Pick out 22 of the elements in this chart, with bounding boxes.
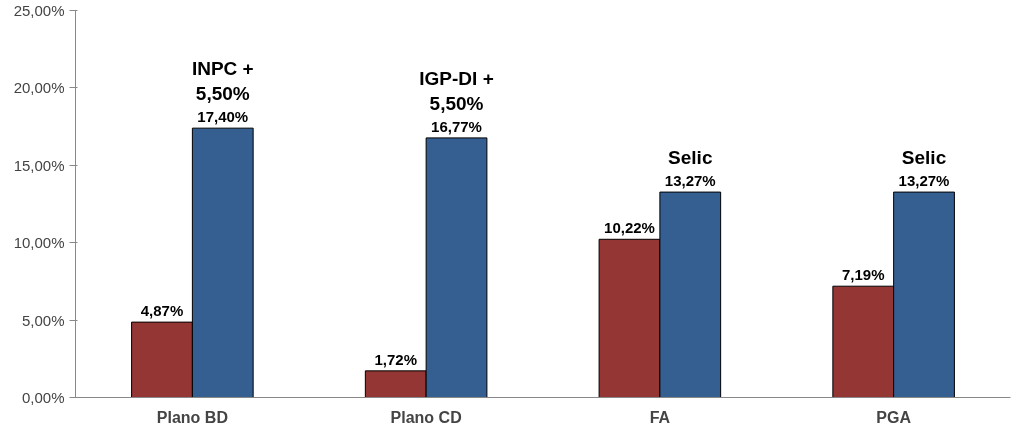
data-label: 13,27%	[898, 172, 950, 190]
data-label: 10,22%	[604, 219, 655, 237]
x-tick-label: PGA	[876, 408, 912, 426]
annotation: Selic	[901, 147, 947, 169]
x-tick-label: FA	[649, 408, 671, 426]
x-tick-label: Plano CD	[390, 408, 462, 426]
y-tick-label: 15,00%	[13, 156, 65, 174]
x-tick-label: Plano BD	[156, 408, 228, 426]
annotation: INPC + 5,50%	[191, 57, 254, 105]
annotation: Selic	[668, 147, 713, 169]
y-tick-label: 25,00%	[13, 2, 65, 19]
annotation: IGP-DI + 5,50%	[419, 67, 494, 114]
data-label: 7,19%	[841, 266, 885, 284]
data-label: 16,77%	[431, 117, 482, 135]
data-label: 4,87%	[140, 302, 184, 320]
y-tick-label: 20,00%	[13, 79, 65, 97]
data-label: 1,72%	[374, 350, 418, 368]
data-label: 17,40%	[197, 108, 249, 126]
y-tick-label: 0,00%	[21, 389, 65, 406]
data-label: 13,27%	[664, 172, 716, 190]
y-tick-label: 5,00%	[21, 311, 65, 329]
y-tick-label: 10,00%	[13, 234, 65, 252]
